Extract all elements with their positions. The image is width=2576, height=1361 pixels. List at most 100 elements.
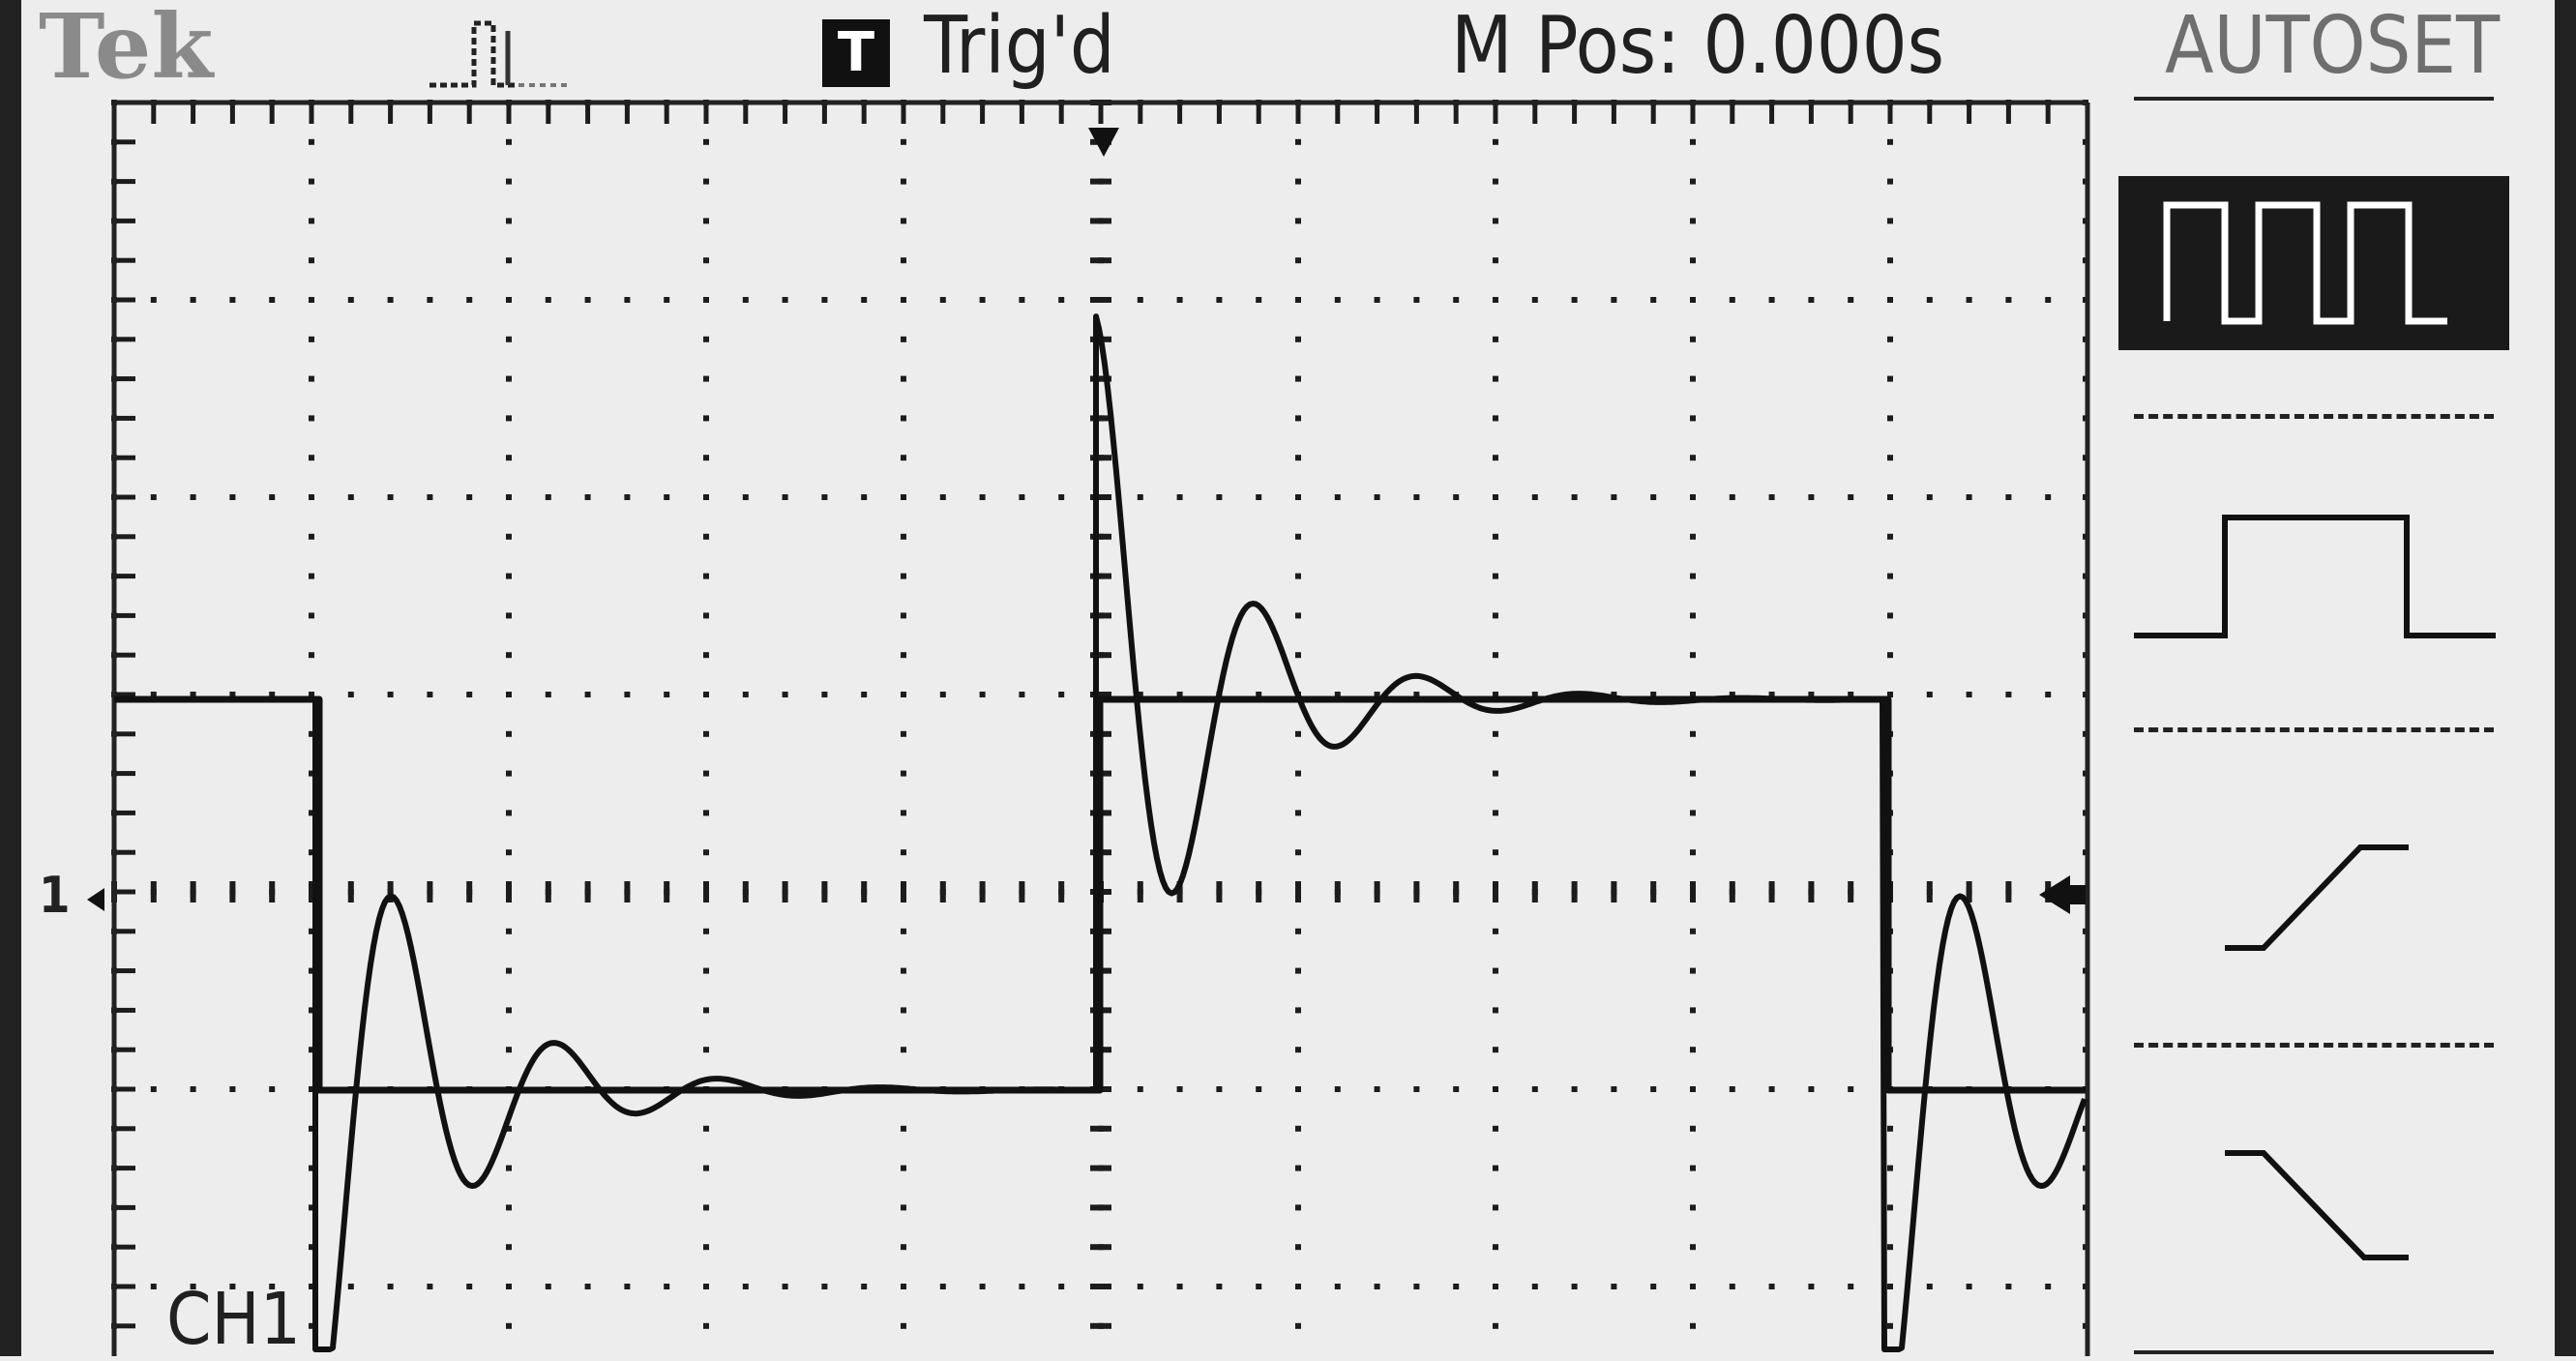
graticule-dot (150, 1086, 157, 1092)
graticule-dot (1295, 1322, 1301, 1329)
graticule-dot (901, 533, 906, 540)
graticule-dot (1571, 494, 1578, 500)
graticule-dot (1256, 881, 1262, 902)
graticule-dot (1493, 652, 1498, 659)
graticule-dot (190, 494, 196, 500)
graticule-dot (664, 297, 670, 303)
graticule-dot (1216, 297, 1223, 303)
graticule-dot (1413, 1284, 1420, 1289)
graticule-dot (1493, 1284, 1498, 1289)
graticule-dot (1808, 692, 1815, 697)
graticule-dot (1768, 1284, 1775, 1289)
graticule-dot (782, 297, 788, 303)
graticule-dot (309, 612, 314, 619)
graticule-dot (1090, 1125, 1111, 1132)
graticule-dot (1295, 1007, 1301, 1014)
graticule-dot (116, 889, 135, 895)
graticule-dot (939, 297, 946, 303)
graticule-dot (901, 1204, 906, 1211)
main-position-readout: M Pos: 0.000s (1451, 0, 1945, 92)
graticule-dot (1493, 494, 1498, 500)
graticule-dot (1176, 881, 1183, 902)
graticule-dot (624, 1284, 631, 1289)
graticule-dot (1295, 533, 1301, 540)
graticule-dot (545, 1284, 551, 1289)
graticule-dot (1493, 455, 1498, 461)
graticule-dot (1887, 375, 1893, 382)
graticule-dot (1374, 692, 1380, 697)
graticule-dot (1374, 297, 1380, 303)
graticule-dot (309, 257, 314, 264)
autoset-option-multi-cycle[interactable] (2118, 176, 2509, 350)
graticule-dot (1531, 1284, 1538, 1289)
graticule-dot (309, 1165, 314, 1171)
graticule-dot (703, 1047, 709, 1053)
graticule-dot (703, 967, 709, 974)
graticule-dot (742, 297, 749, 303)
graticule-dot (1413, 1086, 1420, 1092)
graticule-dot (1690, 104, 1696, 124)
graticule-dot (1453, 1086, 1460, 1092)
graticule-dot (1090, 533, 1111, 540)
graticule-dot (116, 337, 135, 342)
graticule-dot (1769, 104, 1775, 124)
graticule-dot (1295, 730, 1301, 737)
graticule-dot (1493, 1322, 1498, 1329)
graticule-dot (1176, 1086, 1183, 1092)
brand-logo: Tek (39, 0, 214, 99)
graticule-dot (821, 494, 828, 500)
graticule-dot (427, 881, 433, 902)
graticule-dot (1295, 494, 1301, 500)
graticule-dot (150, 494, 157, 500)
graticule-dot (1729, 297, 1735, 303)
graticule-dot (901, 297, 906, 303)
graticule-dot (1848, 692, 1854, 697)
graticule-dot (1493, 849, 1498, 856)
graticule-dot (1374, 494, 1380, 500)
graticule-dot (116, 1166, 135, 1171)
graticule-dot (545, 494, 551, 500)
graticule-dot (1966, 494, 1972, 500)
autoset-option-single-cycle[interactable] (2118, 484, 2509, 658)
graticule-dot (387, 881, 394, 902)
graticule-dot (901, 104, 906, 124)
graticule-dot (1768, 297, 1775, 303)
graticule-dot (1295, 218, 1301, 224)
graticule-dot (1019, 297, 1025, 303)
graticule-dot (901, 810, 906, 816)
graticule-dot (664, 881, 670, 902)
graticule-dot (506, 810, 512, 816)
graticule-dot (309, 1204, 314, 1211)
graticule-dot (2005, 494, 2012, 500)
graticule-dot (1090, 297, 1111, 303)
graticule-dot (703, 652, 709, 659)
graticule-dot (1690, 1007, 1696, 1014)
graticule-dot (506, 770, 512, 777)
autoset-option-rising-edge[interactable] (2118, 813, 2509, 987)
graticule-dot (229, 1086, 236, 1092)
graticule-dot (229, 692, 236, 697)
graticule-dot (1090, 375, 1111, 382)
autoset-option-falling-edge[interactable] (2118, 1122, 2509, 1296)
graticule-dot (1808, 1284, 1815, 1289)
graticule-dot (309, 336, 314, 342)
graticule-dot (1493, 1244, 1498, 1251)
graticule-dot (2045, 297, 2052, 303)
graticule-dot (1690, 533, 1696, 540)
ringing-response-trace (114, 313, 2087, 1352)
graticule-dot (1256, 494, 1262, 500)
graticule-dot (427, 494, 433, 500)
graticule-dot (309, 770, 314, 777)
graticule-dot (309, 138, 314, 145)
graticule-dot (506, 612, 512, 619)
graticule-dot (116, 1323, 135, 1329)
graticule-dot (506, 1322, 512, 1329)
graticule-dot (309, 1047, 314, 1053)
graticule-dot (821, 881, 828, 902)
graticule-dot (1453, 1284, 1460, 1289)
trigger-badge: T (822, 19, 890, 87)
graticule-dot (1137, 1284, 1143, 1289)
graticule-dot (1690, 881, 1696, 902)
graticule-dot (1690, 692, 1696, 697)
graticule-dot (1058, 104, 1064, 124)
